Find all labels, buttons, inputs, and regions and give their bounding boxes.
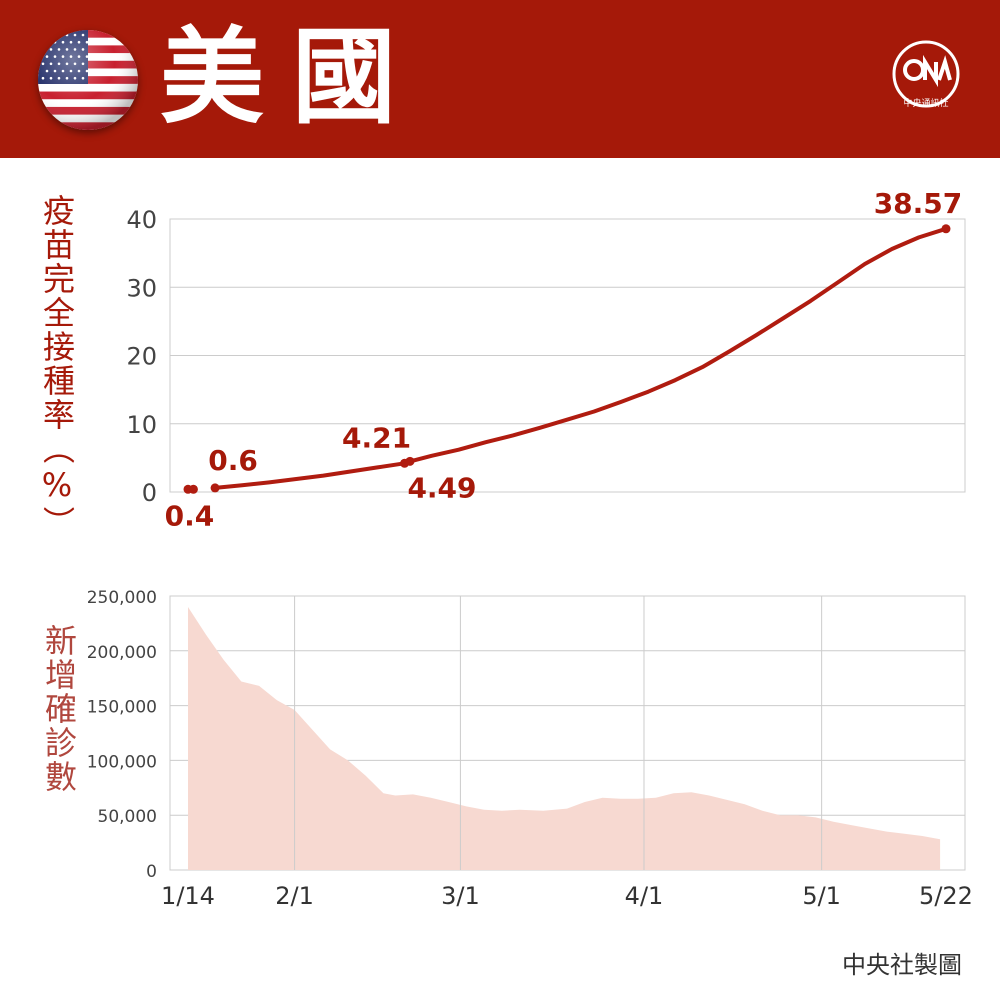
vaccination-line-segment-2 <box>408 226 948 464</box>
top-ytick-label-4: 40 <box>126 206 157 234</box>
vaccination-axis-label: 疫苗完全接種率（%） <box>38 194 76 540</box>
logo-caption: 中央通訊社 <box>903 99 949 109</box>
vaccination-point-3 <box>405 456 415 466</box>
xtick-label-1: 2/1 <box>275 882 314 910</box>
cases-axis-label: 新增確診數 <box>40 624 78 794</box>
vaccination-data-label-2: 4.21 <box>342 421 411 454</box>
xtick-label-4: 5/1 <box>802 882 841 910</box>
bottom-ytick-label-3: 150,000 <box>87 698 157 718</box>
bottom-ytick-label-5: 250,000 <box>87 588 157 608</box>
xtick-label-3: 4/1 <box>625 882 664 910</box>
credit-text: 中央社製圖 <box>842 951 962 979</box>
vaccination-point-1 <box>210 483 220 493</box>
top-ytick-label-0: 0 <box>142 479 157 507</box>
us-flag-icon <box>38 30 138 130</box>
cna-logo-icon <box>892 40 960 108</box>
vaccination-line-segment-1 <box>213 461 407 490</box>
xtick-label-5: 5/22 <box>919 882 973 910</box>
header-banner: 美國 中央通訊社 <box>0 0 1000 158</box>
vaccination-point-start <box>183 484 193 494</box>
new-cases-area <box>188 607 941 870</box>
xtick-label-0: 1/14 <box>161 882 215 910</box>
vaccination-data-label-3: 4.49 <box>407 471 476 504</box>
bottom-ytick-label-1: 50,000 <box>98 807 157 827</box>
vaccination-data-label-4: 38.57 <box>874 187 963 220</box>
bottom-ytick-label-2: 100,000 <box>87 752 157 772</box>
vaccination-point-4 <box>941 224 951 234</box>
top-ytick-label-3: 30 <box>126 274 157 302</box>
vaccination-data-label-1: 0.6 <box>208 444 258 477</box>
bottom-ytick-label-0: 0 <box>146 862 157 882</box>
xtick-label-2: 3/1 <box>441 882 480 910</box>
bottom-ytick-label-4: 200,000 <box>87 643 157 663</box>
page-title: 美國 <box>160 16 425 138</box>
top-ytick-label-1: 10 <box>126 411 157 439</box>
top-ytick-label-2: 20 <box>126 343 157 371</box>
vaccination-data-label-0: 0.4 <box>165 499 215 532</box>
